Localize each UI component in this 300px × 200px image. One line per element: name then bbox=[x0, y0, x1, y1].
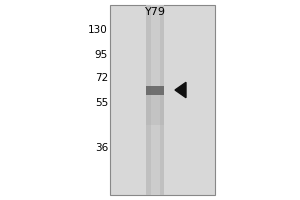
Text: 130: 130 bbox=[88, 25, 108, 35]
Text: 36: 36 bbox=[95, 143, 108, 153]
Bar bbox=[146, 5, 164, 195]
Bar bbox=[146, 86, 164, 95]
Text: 95: 95 bbox=[95, 50, 108, 60]
Text: Y79: Y79 bbox=[145, 7, 166, 17]
Bar bbox=[110, 5, 215, 195]
Bar bbox=[146, 95, 164, 124]
Text: 72: 72 bbox=[95, 73, 108, 83]
Polygon shape bbox=[175, 82, 186, 98]
Text: 55: 55 bbox=[95, 98, 108, 108]
Bar bbox=[151, 5, 160, 195]
